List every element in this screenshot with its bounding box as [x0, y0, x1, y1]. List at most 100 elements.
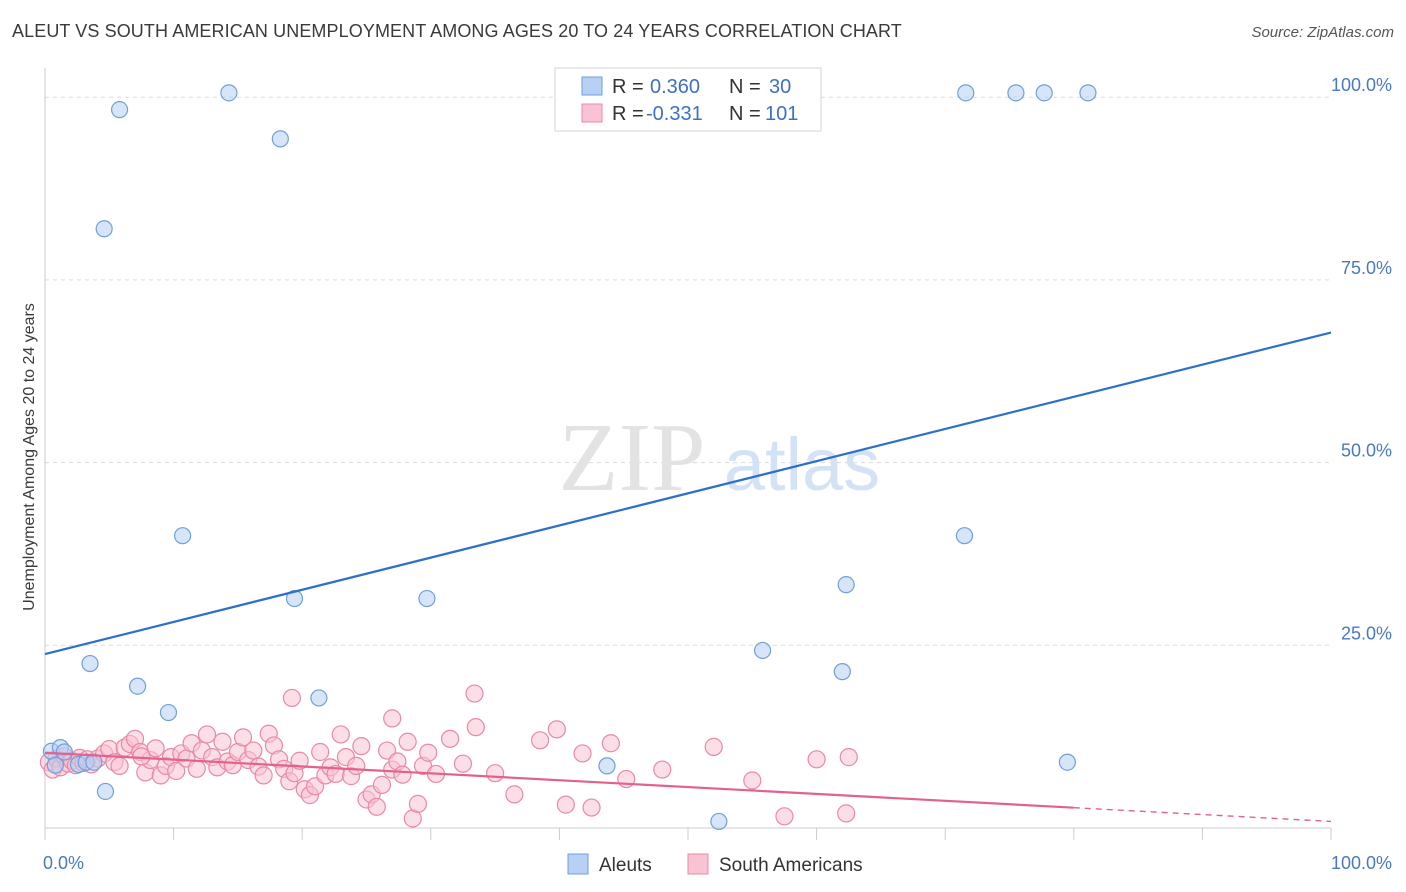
south-american-point	[807, 750, 826, 769]
trend-lines	[44, 331, 1332, 823]
aleut-point	[833, 663, 851, 681]
legend-n-label: N =	[729, 103, 761, 125]
gridlines	[45, 96, 1331, 646]
legend-n-label: N =	[729, 76, 761, 98]
south-american-point	[213, 732, 232, 751]
y-tick-label: 100.0%	[1331, 75, 1392, 95]
south-american-point	[132, 747, 151, 766]
aleut-point	[55, 743, 73, 761]
south-american-point	[837, 804, 856, 823]
aleut-point	[957, 84, 975, 102]
aleut-point	[271, 130, 289, 148]
south-american-point	[393, 765, 412, 784]
aleut-point	[95, 220, 113, 238]
south-american-point	[254, 766, 273, 785]
legend-n-value: 30	[769, 76, 791, 98]
south-american-point	[408, 794, 428, 813]
x-tick-label-min: 0.0%	[43, 853, 84, 873]
aleut-point	[418, 589, 436, 608]
aleut-point	[1058, 753, 1076, 771]
south-american-point	[775, 807, 794, 826]
source-label: Source: ZipAtlas.com	[1251, 24, 1394, 41]
aleut-point	[220, 84, 238, 102]
y-tick-label: 75.0%	[1341, 258, 1392, 278]
south-american-point	[110, 756, 129, 775]
south-american-point	[347, 756, 366, 775]
aleut-point	[955, 527, 974, 545]
south-american-point	[556, 795, 575, 814]
aleut-point	[128, 677, 147, 695]
south-american-point	[466, 718, 485, 737]
aleut-trend-line	[44, 331, 1332, 656]
south-american-point	[743, 771, 762, 790]
south-american-point	[383, 709, 402, 728]
south-american-point	[398, 732, 417, 751]
south-american-point	[419, 743, 438, 762]
bottom-legend-swatch-aleuts	[567, 853, 589, 875]
south-american-point	[187, 759, 206, 778]
bottom-legend-south-americans: South Americans	[719, 855, 863, 876]
aleut-point	[81, 654, 99, 673]
y-tick-labels: 25.0% 50.0% 75.0% 100.0%	[1331, 75, 1392, 643]
bottom-legend-swatch-south-americans	[687, 853, 709, 875]
south-american-point	[146, 739, 165, 758]
correlation-legend: R = 0.360 N = 30 R = -0.331 N = 101	[554, 67, 822, 132]
aleut-point	[1007, 84, 1025, 102]
south-american-point	[352, 737, 371, 756]
south-american-point	[653, 760, 672, 779]
legend-r-label: R =	[612, 76, 644, 98]
aleut-point	[310, 689, 328, 707]
aleut-point	[85, 753, 103, 771]
aleut-point	[159, 703, 178, 722]
aleut-point	[174, 527, 192, 545]
south-american-point	[244, 741, 263, 760]
chart-title: ALEUT VS SOUTH AMERICAN UNEMPLOYMENT AMO…	[12, 21, 902, 41]
south-american-point	[582, 798, 601, 817]
south-american-point	[531, 731, 550, 750]
legend-swatch-south-americans	[581, 103, 603, 123]
aleut-point	[598, 757, 616, 775]
y-tick-label: 50.0%	[1341, 441, 1392, 461]
south-american-point	[486, 764, 505, 783]
south-american-point	[453, 754, 473, 773]
south-american-point	[465, 684, 484, 703]
south-american-point	[233, 728, 253, 747]
south-american-point	[167, 761, 186, 781]
aleut-point	[46, 756, 64, 774]
aleut-point	[285, 589, 304, 608]
x-tick-marks	[44, 828, 1332, 840]
south-american-point	[839, 748, 858, 767]
bottom-legend-aleuts: Aleuts	[599, 855, 652, 876]
aleut-point	[96, 782, 115, 801]
aleut-point	[1079, 84, 1097, 102]
south-american-trend-line	[44, 751, 1074, 809]
south-american-point	[197, 725, 217, 744]
series-legend: Aleuts South Americans	[567, 853, 863, 876]
south-american-point	[282, 688, 302, 708]
south-american-point	[311, 742, 330, 762]
x-tick-label-max: 100.0%	[1331, 853, 1392, 873]
legend-r-value: 0.360	[650, 76, 700, 98]
aleut-point	[710, 812, 728, 831]
aleut-point	[1035, 84, 1053, 102]
aleut-points	[42, 84, 1097, 831]
aleut-point	[837, 576, 855, 594]
south-american-point	[704, 737, 723, 756]
aleut-point	[753, 641, 772, 660]
south-american-point	[440, 729, 460, 748]
south-american-trend-extension	[1073, 806, 1332, 823]
legend-r-label: R =	[612, 103, 644, 125]
aleut-point	[110, 101, 129, 119]
south-american-point	[372, 775, 392, 794]
south-american-point	[573, 744, 592, 763]
south-american-point	[601, 734, 620, 753]
legend-swatch-aleuts	[581, 76, 603, 96]
legend-n-value: 101	[765, 103, 798, 125]
south-american-point	[547, 720, 566, 739]
legend-r-value: -0.331	[646, 103, 703, 125]
south-american-point	[331, 725, 350, 744]
south-american-point	[505, 785, 524, 804]
y-tick-label: 25.0%	[1341, 623, 1392, 643]
south-american-point	[367, 797, 386, 816]
